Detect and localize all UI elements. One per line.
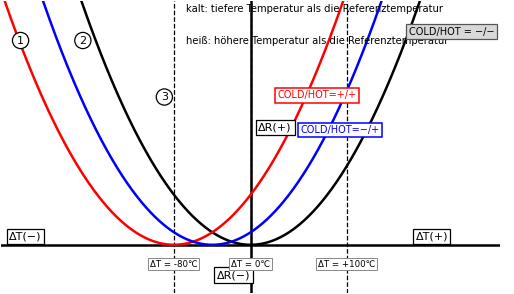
Text: ΔR(+): ΔR(+) — [259, 122, 292, 132]
Text: ΔT(+): ΔT(+) — [415, 231, 448, 241]
Text: kalt: tiefere Temperatur als die Referenztemperatur: kalt: tiefere Temperatur als die Referen… — [186, 4, 443, 14]
Text: COLD/HOT = −/−: COLD/HOT = −/− — [409, 27, 494, 37]
Text: 3: 3 — [161, 92, 168, 102]
Text: COLD/HOT=−/+: COLD/HOT=−/+ — [301, 125, 380, 135]
Text: 2: 2 — [79, 36, 86, 46]
Text: ΔT = 0℃: ΔT = 0℃ — [231, 260, 270, 269]
Text: ΔT = -80℃: ΔT = -80℃ — [150, 260, 198, 269]
Text: ΔR(−): ΔR(−) — [217, 270, 251, 280]
Text: COLD/HOT=+/+: COLD/HOT=+/+ — [278, 90, 357, 100]
Text: ΔT(−): ΔT(−) — [9, 231, 42, 241]
Text: ΔT = +100℃: ΔT = +100℃ — [318, 260, 375, 269]
Text: 1: 1 — [17, 36, 24, 46]
Text: heiß: höhere Temperatur als die Referenztemperatur: heiß: höhere Temperatur als die Referenz… — [186, 36, 448, 46]
